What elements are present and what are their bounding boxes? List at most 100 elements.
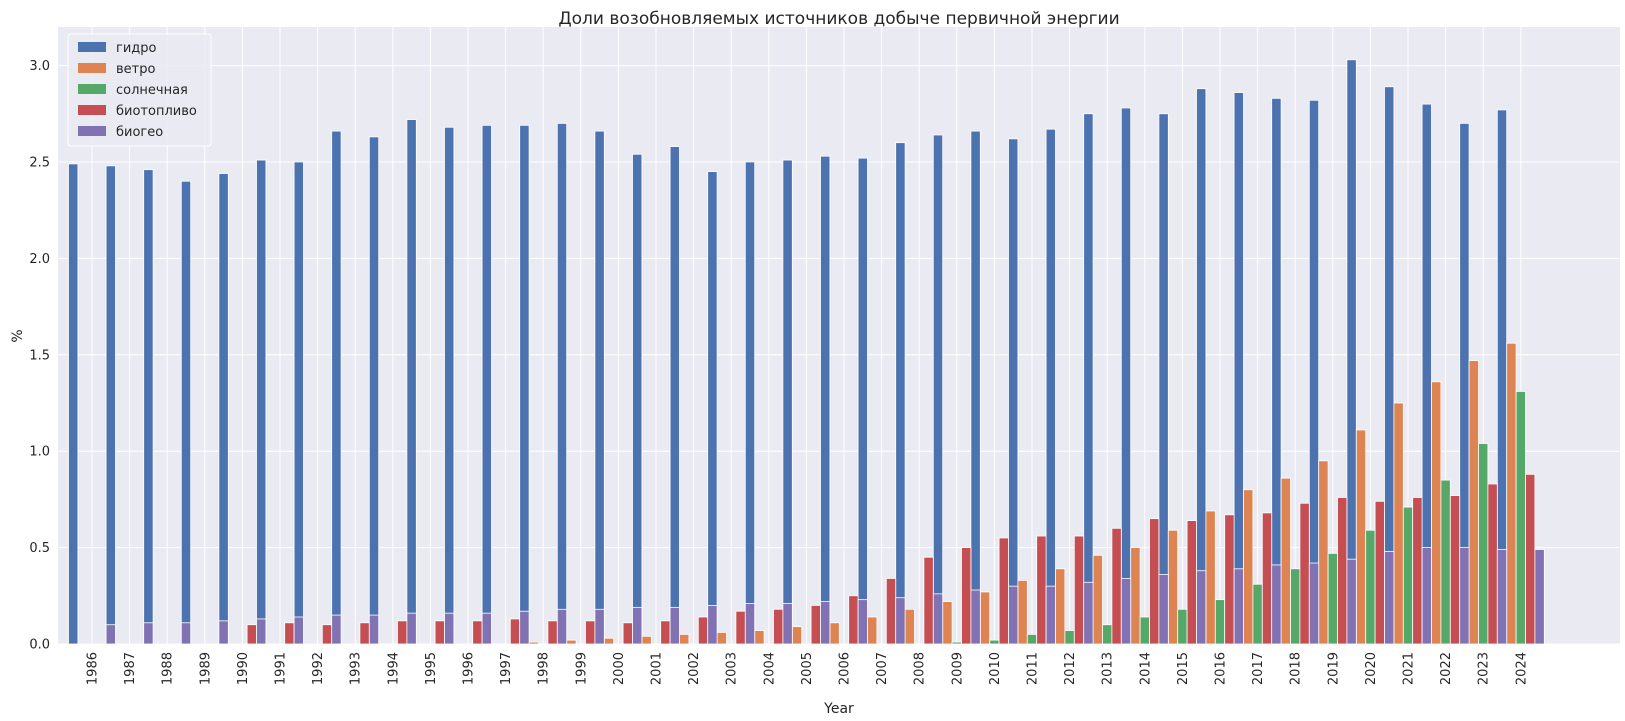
bar xyxy=(528,641,539,645)
bar xyxy=(556,608,568,645)
bar xyxy=(707,605,718,645)
x-tick-label: 2004 xyxy=(762,652,777,685)
bar xyxy=(293,161,304,645)
bar xyxy=(180,180,192,645)
legend-swatch xyxy=(78,84,106,94)
bar xyxy=(1384,551,1395,645)
bar xyxy=(1036,535,1047,645)
bar xyxy=(895,142,906,645)
bar xyxy=(1261,512,1273,645)
bar xyxy=(1205,510,1216,645)
bar xyxy=(669,606,680,645)
legend-swatch xyxy=(78,126,106,136)
bar xyxy=(256,159,267,645)
x-tick-label: 2012 xyxy=(1063,652,1078,685)
bar xyxy=(1459,547,1470,645)
x-tick-label: 2021 xyxy=(1402,652,1417,685)
x-tick-label: 1997 xyxy=(499,652,514,685)
bar xyxy=(321,624,333,645)
x-tick-label: 1989 xyxy=(198,652,213,685)
bar xyxy=(1233,568,1244,645)
bar xyxy=(895,597,906,645)
x-tick-label: 2006 xyxy=(838,652,853,685)
bar xyxy=(1139,616,1150,645)
bar xyxy=(1224,514,1235,645)
bar xyxy=(970,589,981,645)
y-tick-labels: 0.0 0.5 1.0 1.5 2.0 2.5 3.0 xyxy=(29,59,50,652)
legend-swatch xyxy=(78,42,106,52)
bar xyxy=(509,618,521,645)
x-tick-label: 2001 xyxy=(650,652,665,685)
bar xyxy=(716,632,727,645)
y-tick-label: 2.0 xyxy=(29,252,50,267)
bar xyxy=(632,153,643,645)
bar xyxy=(1468,360,1479,645)
bar xyxy=(1196,88,1207,645)
bar xyxy=(932,134,944,645)
x-tick-label: 2005 xyxy=(800,652,815,685)
bar xyxy=(1130,547,1141,645)
bar xyxy=(246,624,257,645)
x-tick-label: 1986 xyxy=(86,652,101,685)
bar xyxy=(481,124,492,645)
x-tick-label: 2016 xyxy=(1214,652,1229,685)
bar xyxy=(1431,381,1442,645)
bar xyxy=(820,601,831,645)
bar xyxy=(904,608,915,645)
bar xyxy=(1271,97,1282,645)
bar xyxy=(1017,579,1028,645)
x-tick-label: 2013 xyxy=(1101,652,1116,685)
bar xyxy=(293,616,304,645)
bar xyxy=(1233,92,1244,645)
bar xyxy=(1449,495,1461,645)
bar xyxy=(1167,529,1179,645)
x-tick-label: 2020 xyxy=(1364,652,1379,685)
bar xyxy=(1299,502,1310,645)
bar xyxy=(1158,113,1169,645)
bar xyxy=(885,578,897,645)
bar xyxy=(1214,599,1226,645)
bar xyxy=(1308,99,1320,645)
bar xyxy=(1158,574,1169,645)
bar xyxy=(857,599,868,645)
bar xyxy=(1083,581,1094,645)
bar xyxy=(1243,489,1254,645)
series-4 xyxy=(246,473,1536,645)
x-tick-label: 2017 xyxy=(1251,652,1266,685)
bar xyxy=(434,620,445,645)
bar xyxy=(1290,568,1301,645)
bar xyxy=(1064,630,1075,645)
bar xyxy=(669,146,680,645)
bar xyxy=(782,159,793,645)
x-tick-label: 1998 xyxy=(537,652,552,685)
bar xyxy=(1496,549,1508,645)
bar xyxy=(632,606,643,645)
bar xyxy=(585,620,596,645)
bar xyxy=(622,622,633,645)
bar xyxy=(1515,391,1526,645)
bar xyxy=(444,612,455,645)
legend: гидро ветро солнечная биотопливо биогео xyxy=(67,33,212,147)
legend-swatch xyxy=(78,105,106,115)
x-tick-label: 2010 xyxy=(988,652,1003,685)
bar xyxy=(359,622,370,645)
x-tick-label: 1987 xyxy=(123,652,138,685)
x-tick-label: 2009 xyxy=(950,652,965,685)
bar xyxy=(1506,342,1517,645)
bar xyxy=(641,635,652,645)
bar xyxy=(1045,128,1056,645)
bar xyxy=(1374,500,1385,645)
bar xyxy=(961,547,972,645)
bar xyxy=(1440,479,1451,645)
x-tick-label: 2003 xyxy=(725,652,740,685)
legend-label: биогео xyxy=(116,125,163,140)
y-axis-label: % xyxy=(10,329,26,342)
x-tick-label: 2024 xyxy=(1514,652,1529,685)
bar xyxy=(547,620,558,645)
x-tick-label: 1991 xyxy=(274,652,289,685)
bar xyxy=(1252,583,1263,645)
bar xyxy=(1355,429,1367,645)
bar xyxy=(1327,552,1338,645)
y-tick-label: 2.5 xyxy=(29,155,50,170)
